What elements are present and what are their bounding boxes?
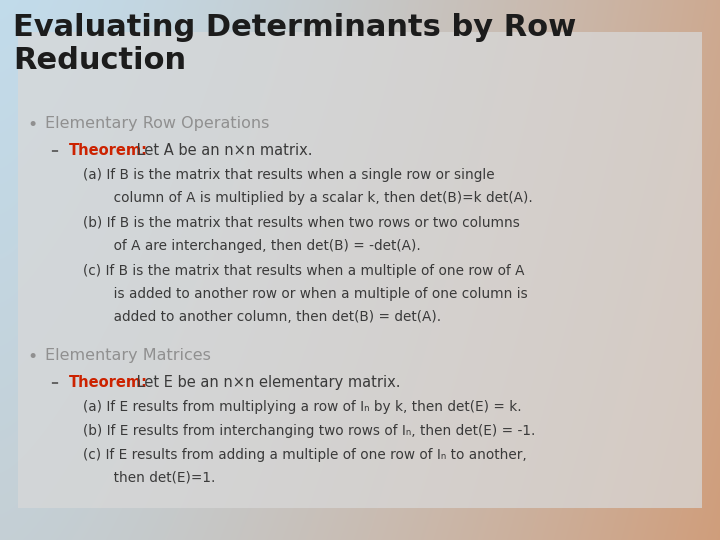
Text: •: • xyxy=(27,116,37,134)
Text: (a) If E results from multiplying a row of Iₙ by k, then det(E) = k.: (a) If E results from multiplying a row … xyxy=(83,400,521,414)
Text: added to another column, then det(B) = det(A).: added to another column, then det(B) = d… xyxy=(83,310,441,324)
Text: Let A be an n×n matrix.: Let A be an n×n matrix. xyxy=(132,143,312,158)
Text: Elementary Matrices: Elementary Matrices xyxy=(45,348,211,363)
Text: (c) If B is the matrix that results when a multiple of one row of A: (c) If B is the matrix that results when… xyxy=(83,264,524,278)
Text: Evaluating Determinants by Row: Evaluating Determinants by Row xyxy=(13,14,576,43)
Text: (c) If E results from adding a multiple of one row of Iₙ to another,: (c) If E results from adding a multiple … xyxy=(83,448,526,462)
Text: Elementary Row Operations: Elementary Row Operations xyxy=(45,116,270,131)
Text: (b) If B is the matrix that results when two rows or two columns: (b) If B is the matrix that results when… xyxy=(83,216,520,230)
Text: –: – xyxy=(50,375,58,390)
Text: of A are interchanged, then det(B) = -det(A).: of A are interchanged, then det(B) = -de… xyxy=(83,239,420,253)
Text: (b) If E results from interchanging two rows of Iₙ, then det(E) = -1.: (b) If E results from interchanging two … xyxy=(83,424,535,438)
Text: then det(E)=1.: then det(E)=1. xyxy=(83,471,215,485)
Text: –: – xyxy=(50,143,58,158)
Text: Theorem:: Theorem: xyxy=(68,375,148,390)
Text: Reduction: Reduction xyxy=(13,46,186,75)
Text: (a) If B is the matrix that results when a single row or single: (a) If B is the matrix that results when… xyxy=(83,168,495,182)
Text: Theorem:: Theorem: xyxy=(68,143,148,158)
Text: Let E be an n×n elementary matrix.: Let E be an n×n elementary matrix. xyxy=(132,375,400,390)
Text: column of A is multiplied by a scalar k, then det(B)=k det(A).: column of A is multiplied by a scalar k,… xyxy=(83,191,533,205)
Text: is added to another row or when a multiple of one column is: is added to another row or when a multip… xyxy=(83,287,528,301)
Text: •: • xyxy=(27,348,37,366)
